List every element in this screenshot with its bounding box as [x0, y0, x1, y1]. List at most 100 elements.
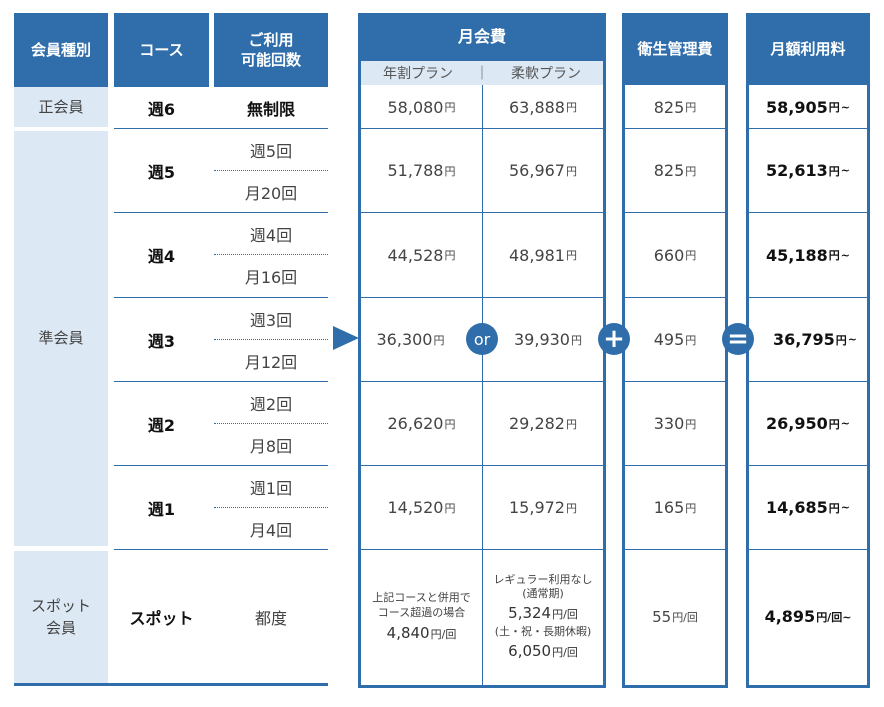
equals-icon: = — [722, 323, 754, 355]
times-label: 週3回 — [249, 310, 293, 330]
times-label: 週5回 — [249, 141, 293, 161]
hygiene-row-divider — [625, 297, 725, 298]
times-label: 月8回 — [249, 436, 293, 456]
row-divider — [114, 381, 328, 382]
per-time-tilde-unit: 円/回~ — [816, 610, 852, 624]
price-value: 63,888 — [509, 97, 565, 117]
annual-price-cell: 44,528 円 — [361, 213, 482, 297]
yen-unit: 円 — [828, 164, 840, 178]
price-value: 5,324 — [508, 604, 552, 623]
spot-total-cell: 4,895 円/回~ — [749, 550, 867, 683]
spot-flexible-note: レギュラー利用なし — [493, 572, 593, 586]
flexible-price-cell: 56,967 円 — [483, 129, 603, 212]
hygiene-price-cell: 660 円 — [625, 213, 725, 297]
annual-price-cell: 36,300 円 — [361, 298, 482, 381]
plus-icon: + — [598, 323, 630, 355]
or-badge: or — [466, 323, 498, 355]
times-cell: 月4回 — [214, 508, 328, 549]
times-cell: 月20回 — [214, 171, 328, 212]
sub-divider — [214, 254, 328, 255]
hygiene-price-cell: 495 円 — [625, 298, 725, 381]
yen-unit: 円 — [835, 333, 847, 347]
yen-unit: 円 — [433, 333, 445, 347]
or-label: or — [473, 329, 491, 349]
total-row-divider — [749, 549, 867, 550]
price-value: 4,840 — [386, 623, 430, 642]
price-value: 58,080 — [387, 97, 444, 117]
price-value: 14,685 — [766, 498, 828, 517]
times-cell: 月8回 — [214, 424, 328, 465]
price-value: 36,795 — [773, 330, 835, 349]
price-value: 58,905 — [766, 97, 828, 117]
yen-unit: 円 — [444, 249, 456, 262]
yen-unit: 円 — [685, 501, 697, 515]
times-cell: 週3回 — [214, 298, 328, 339]
price-value: 660 — [653, 245, 685, 265]
spot-flexible-price2: 6,050円/回 — [508, 642, 578, 660]
member-type-header-label: 会員種別 — [30, 40, 91, 59]
course-header: コース — [114, 13, 209, 87]
price-value: 26,950 — [766, 414, 828, 433]
yen-unit: 円 — [565, 249, 577, 262]
price-value: 51,788 — [387, 161, 444, 180]
total-price-cell: 14,685 円 ~ — [749, 466, 867, 549]
course-cell: 週5 — [114, 129, 209, 212]
course-cell: 週1 — [114, 466, 209, 549]
plan-divider — [482, 85, 483, 685]
fee-row-divider — [361, 212, 603, 213]
per-time-unit: 円/回 — [430, 627, 457, 641]
flexible-price-cell: 29,282 円 — [483, 382, 603, 465]
times-label: 週1回 — [249, 478, 293, 498]
price-value: 56,967 — [509, 161, 565, 180]
total-price-cell: 58,905 円 ~ — [749, 86, 867, 128]
member-type-regular-label: 正会員 — [38, 97, 84, 116]
hygiene-fee-header: 衛生管理費 — [622, 13, 728, 85]
spot-hygiene-cell: 55 円/回 — [625, 550, 725, 683]
times-cell: 週1回 — [214, 466, 328, 507]
hygiene-price-cell: 165 円 — [625, 466, 725, 549]
price-value: 15,972 — [509, 498, 565, 517]
times-cell-spot: 都度 — [214, 550, 328, 683]
fee-row-divider — [361, 381, 603, 382]
yen-unit: 円 — [565, 417, 577, 431]
spot-flexible-note: (土・祝・長期休暇) — [494, 625, 592, 639]
course-label: 週5 — [147, 162, 176, 182]
per-time-unit: 円/回 — [672, 610, 698, 624]
member-type-spot-line1: スポット — [30, 596, 91, 615]
row-divider — [114, 297, 328, 298]
per-time-unit: 円/回 — [552, 608, 578, 622]
price-value: 330 — [653, 414, 685, 433]
yen-unit: 円 — [828, 501, 840, 515]
times-label: 週4回 — [249, 225, 293, 245]
row-divider — [114, 212, 328, 213]
course-cell: 週2 — [114, 382, 209, 465]
course-cell: 週3 — [114, 298, 209, 381]
tilde-unit: ~ — [847, 333, 857, 346]
member-type-regular: 正会員 — [14, 87, 108, 127]
times-label: 無制限 — [246, 99, 295, 119]
yen-unit: 円 — [828, 249, 840, 262]
hygiene-fee-header-label: 衛生管理費 — [637, 39, 713, 58]
fee-row-divider — [361, 297, 603, 298]
hygiene-row-divider — [625, 465, 725, 466]
sub-divider — [214, 423, 328, 424]
monthly-total-header: 月額利用料 — [746, 13, 870, 85]
spot-flexible-note: (通常期) — [522, 586, 564, 600]
times-header-line2: 可能回数 — [240, 51, 301, 69]
row-divider — [114, 549, 328, 550]
course-header-label: コース — [139, 40, 184, 59]
tilde-unit: ~ — [840, 501, 850, 514]
spot-annual-note: コース超過の場合 — [377, 605, 466, 619]
price-value: 39,930 — [514, 330, 570, 349]
yen-unit: 円 — [444, 101, 456, 114]
times-label: 月20回 — [244, 183, 298, 203]
yen-unit: 円 — [828, 101, 840, 114]
times-label: 月12回 — [244, 352, 298, 372]
spot-annual-price: 4,840円/回 — [387, 624, 457, 642]
fee-row-divider — [361, 549, 603, 550]
table-bottom-border — [14, 683, 328, 686]
yen-unit: 円 — [828, 417, 840, 431]
course-label: スポット — [129, 608, 194, 628]
monthly-fee-header-label: 月会費 — [457, 27, 506, 47]
yen-unit: 円 — [565, 101, 577, 114]
